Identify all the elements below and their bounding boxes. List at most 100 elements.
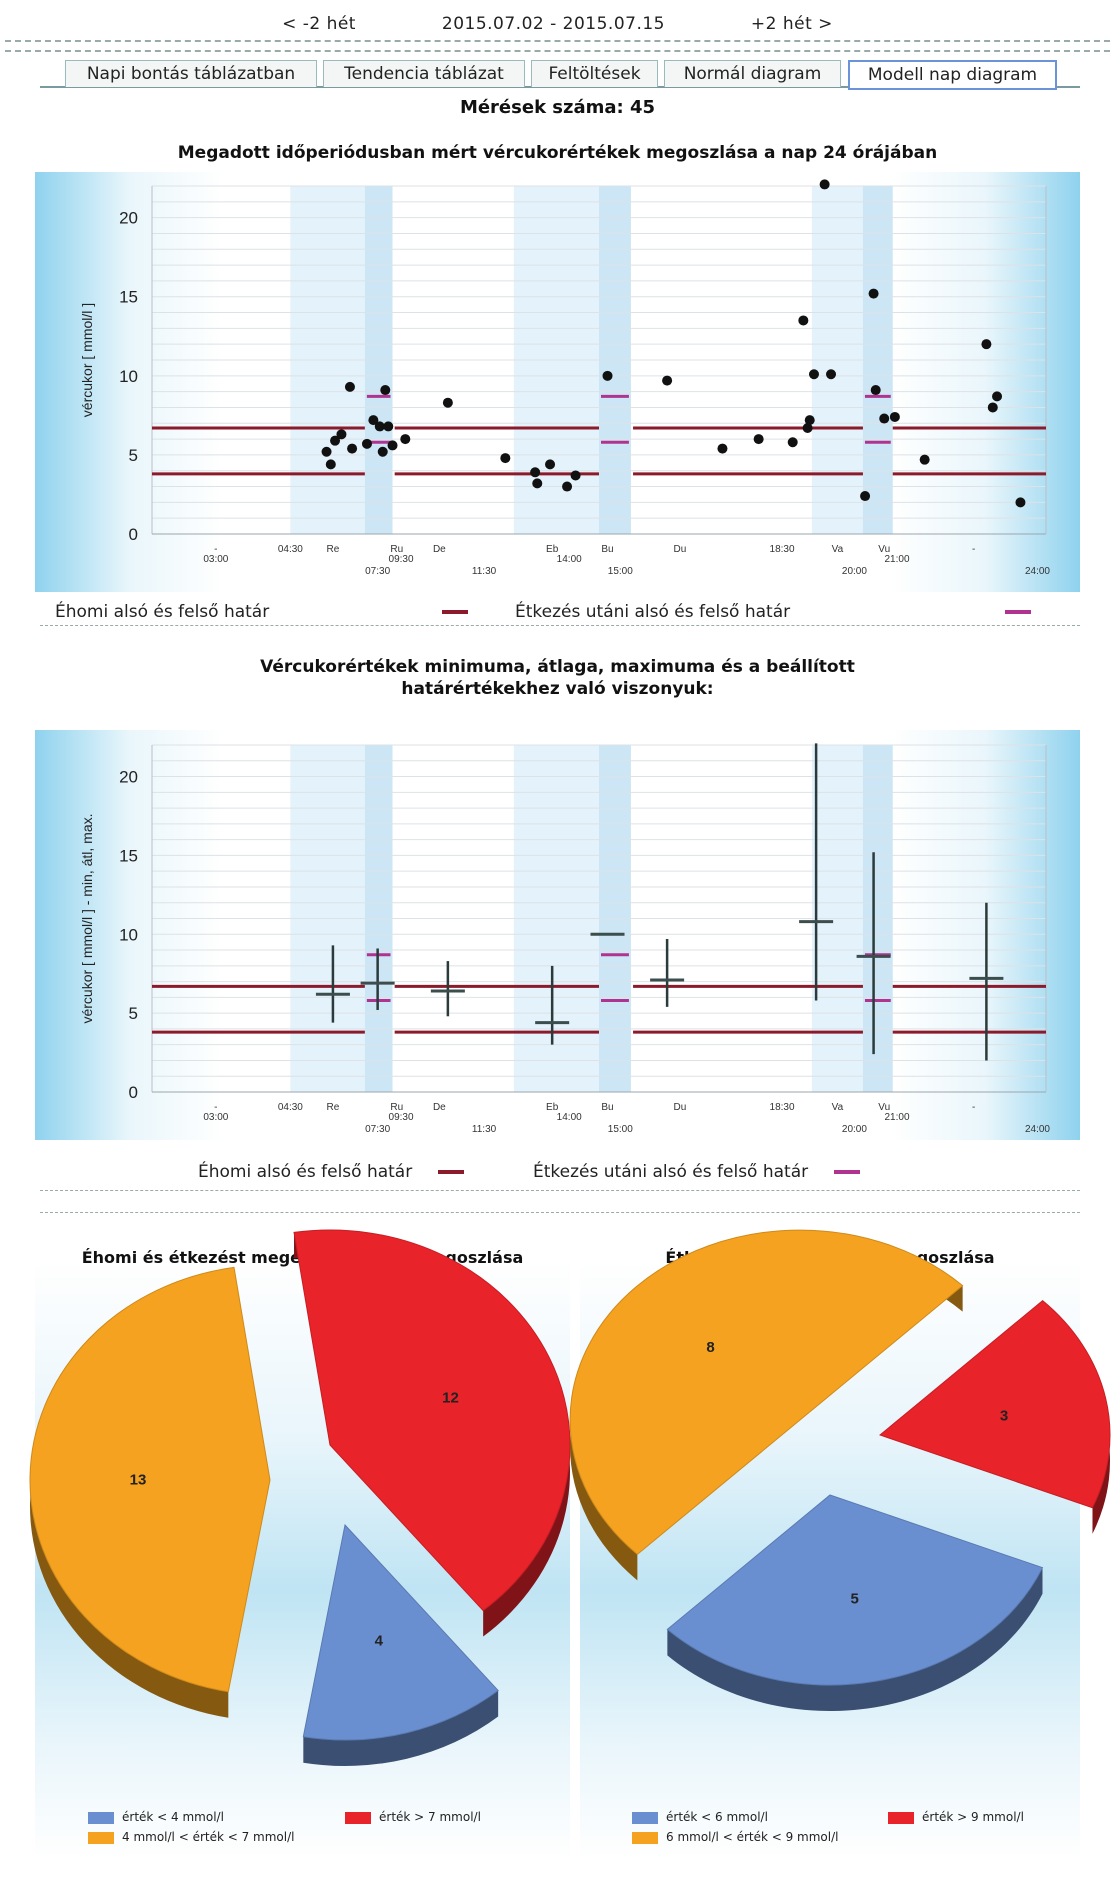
x-tick-label: 04:30: [278, 1102, 303, 1113]
data-point: [532, 478, 543, 489]
data-point: [987, 402, 998, 413]
pie-slice: [302, 1523, 499, 1741]
legend-fasting: Éhomi alsó és felső határ: [55, 602, 269, 622]
data-point: [368, 415, 379, 426]
legend-fasting-swatch: [442, 610, 468, 614]
data-point: [787, 437, 798, 448]
legend-label: érték > 9 mmol/l: [922, 1810, 1024, 1824]
legend-swatch-orange: [88, 1831, 114, 1844]
x-tick-label: 09:30: [389, 554, 414, 565]
pie-slice: [878, 1300, 1111, 1509]
period-navigation: < -2 hét 2015.07.02 - 2015.07.15 +2 hét …: [0, 14, 1115, 34]
legend2-fasting-swatch: [437, 1170, 464, 1174]
data-point: [860, 491, 871, 502]
legend-swatch-blue: [88, 1811, 114, 1824]
tab-uploads[interactable]: Feltöltések: [531, 60, 658, 87]
measurement-count: Mérések száma: 45: [459, 97, 656, 118]
pie-right-legend-blue: érték < 6 mmol/l: [632, 1810, 768, 1824]
prev-period-link[interactable]: < -2 hét: [282, 14, 356, 34]
x-tick-label: -: [214, 1102, 217, 1113]
data-point: [889, 411, 900, 422]
legend-postmeal-label: Étkezés utáni alsó és felső határ: [515, 602, 791, 622]
x-tick-label: 18:30: [770, 1102, 795, 1113]
data-point: [1015, 497, 1026, 508]
legend-swatch-orange: [632, 1831, 658, 1844]
data-point: [380, 385, 391, 396]
tab-trend-table[interactable]: Tendencia táblázat: [323, 60, 525, 87]
legend2-fasting-label: Éhomi alsó és felső határ: [198, 1162, 413, 1182]
date-range: 2015.07.02 - 2015.07.15: [441, 14, 665, 34]
data-point: [347, 443, 358, 454]
legend-postmeal: Étkezés utáni alsó és felső határ: [515, 602, 790, 622]
legend-label: érték < 4 mmol/l: [122, 1810, 224, 1824]
x-tick-label: Eb: [546, 544, 559, 555]
pie-slice-label: 8: [706, 1339, 714, 1356]
divider: [40, 1190, 1080, 1191]
y-tick-label: 15: [119, 288, 138, 307]
legend-swatch-red: [888, 1811, 914, 1824]
data-point: [868, 288, 879, 299]
data-point: [662, 375, 673, 386]
legend-label: 4 mmol/l < érték < 7 mmol/l: [122, 1830, 295, 1844]
x-tick-label: 20:00: [842, 1124, 867, 1135]
data-point: [879, 413, 890, 424]
x-tick-label: 07:30: [365, 1124, 390, 1135]
legend2-fasting: Éhomi alsó és felső határ: [198, 1162, 464, 1182]
x-tick-label: 15:00: [608, 1124, 633, 1135]
data-point: [442, 397, 453, 408]
data-point: [325, 459, 336, 470]
pie-left-legend-orange: 4 mmol/l < érték < 7 mmol/l: [88, 1830, 294, 1844]
data-point: [798, 315, 809, 326]
pie-slice: [293, 1229, 571, 1612]
x-tick-label: 11:30: [472, 1124, 497, 1135]
y-tick-label: 15: [119, 846, 138, 865]
data-point: [374, 421, 385, 432]
x-tick-label: 14:00: [557, 1112, 582, 1123]
y-tick-label: 20: [119, 209, 138, 228]
pie-slice-label: 12: [442, 1390, 459, 1407]
divider: [40, 625, 1080, 626]
chart2-title: Vércukorértékek minimuma, átlaga, maximu…: [260, 657, 855, 699]
pie-left-legend-blue: érték < 4 mmol/l: [88, 1810, 224, 1824]
tab-baseline: [40, 86, 1080, 88]
next-period-link[interactable]: +2 hét >: [750, 14, 833, 34]
legend-label: 6 mmol/l < érték < 9 mmol/l: [666, 1830, 839, 1844]
x-tick-label: 04:30: [278, 544, 303, 555]
x-tick-label: -: [972, 1102, 975, 1113]
data-point: [545, 459, 556, 470]
x-tick-label: 24:00: [1025, 1124, 1050, 1135]
tab-model-day-diagram[interactable]: Modell nap diagram: [848, 60, 1057, 90]
pie-slice-label: 5: [851, 1590, 859, 1607]
y-tick-label: 0: [129, 525, 138, 544]
data-point: [826, 369, 837, 380]
x-tick-label: De: [433, 1102, 446, 1113]
data-point: [562, 481, 573, 492]
y-axis-label: vércukor [ mmol/l ]: [79, 303, 95, 417]
y-tick-label: 0: [129, 1083, 138, 1102]
data-point: [808, 369, 819, 380]
y-tick-label: 10: [119, 925, 138, 944]
legend-swatch-blue: [632, 1811, 658, 1824]
pie-slice-label: 3: [1000, 1408, 1008, 1425]
tab-normal-diagram[interactable]: Normál diagram: [664, 60, 841, 87]
pie-slice: [569, 1229, 964, 1555]
legend-label: érték > 7 mmol/l: [379, 1810, 481, 1824]
tab-daily-table[interactable]: Napi bontás táblázatban: [65, 60, 317, 87]
legend-postmeal-swatch: [1005, 610, 1031, 614]
data-point: [992, 391, 1003, 402]
x-tick-label: 03:00: [203, 1112, 228, 1123]
data-point: [377, 446, 388, 457]
x-tick-label: -: [214, 544, 217, 555]
x-tick-label: Re: [327, 544, 340, 555]
legend2-postmeal-swatch: [833, 1170, 860, 1174]
x-tick-label: 21:00: [884, 1112, 909, 1123]
data-point: [602, 370, 613, 381]
x-tick-label: 03:00: [203, 554, 228, 565]
legend2-postmeal-label: Étkezés utáni alsó és felső határ: [533, 1162, 809, 1182]
data-point: [804, 415, 815, 426]
pie-slice-side: [303, 1690, 499, 1766]
legend-fasting-label: Éhomi alsó és felső határ: [55, 602, 270, 622]
chart1-title: Megadott időperiódusban mért vércukorért…: [177, 143, 938, 163]
